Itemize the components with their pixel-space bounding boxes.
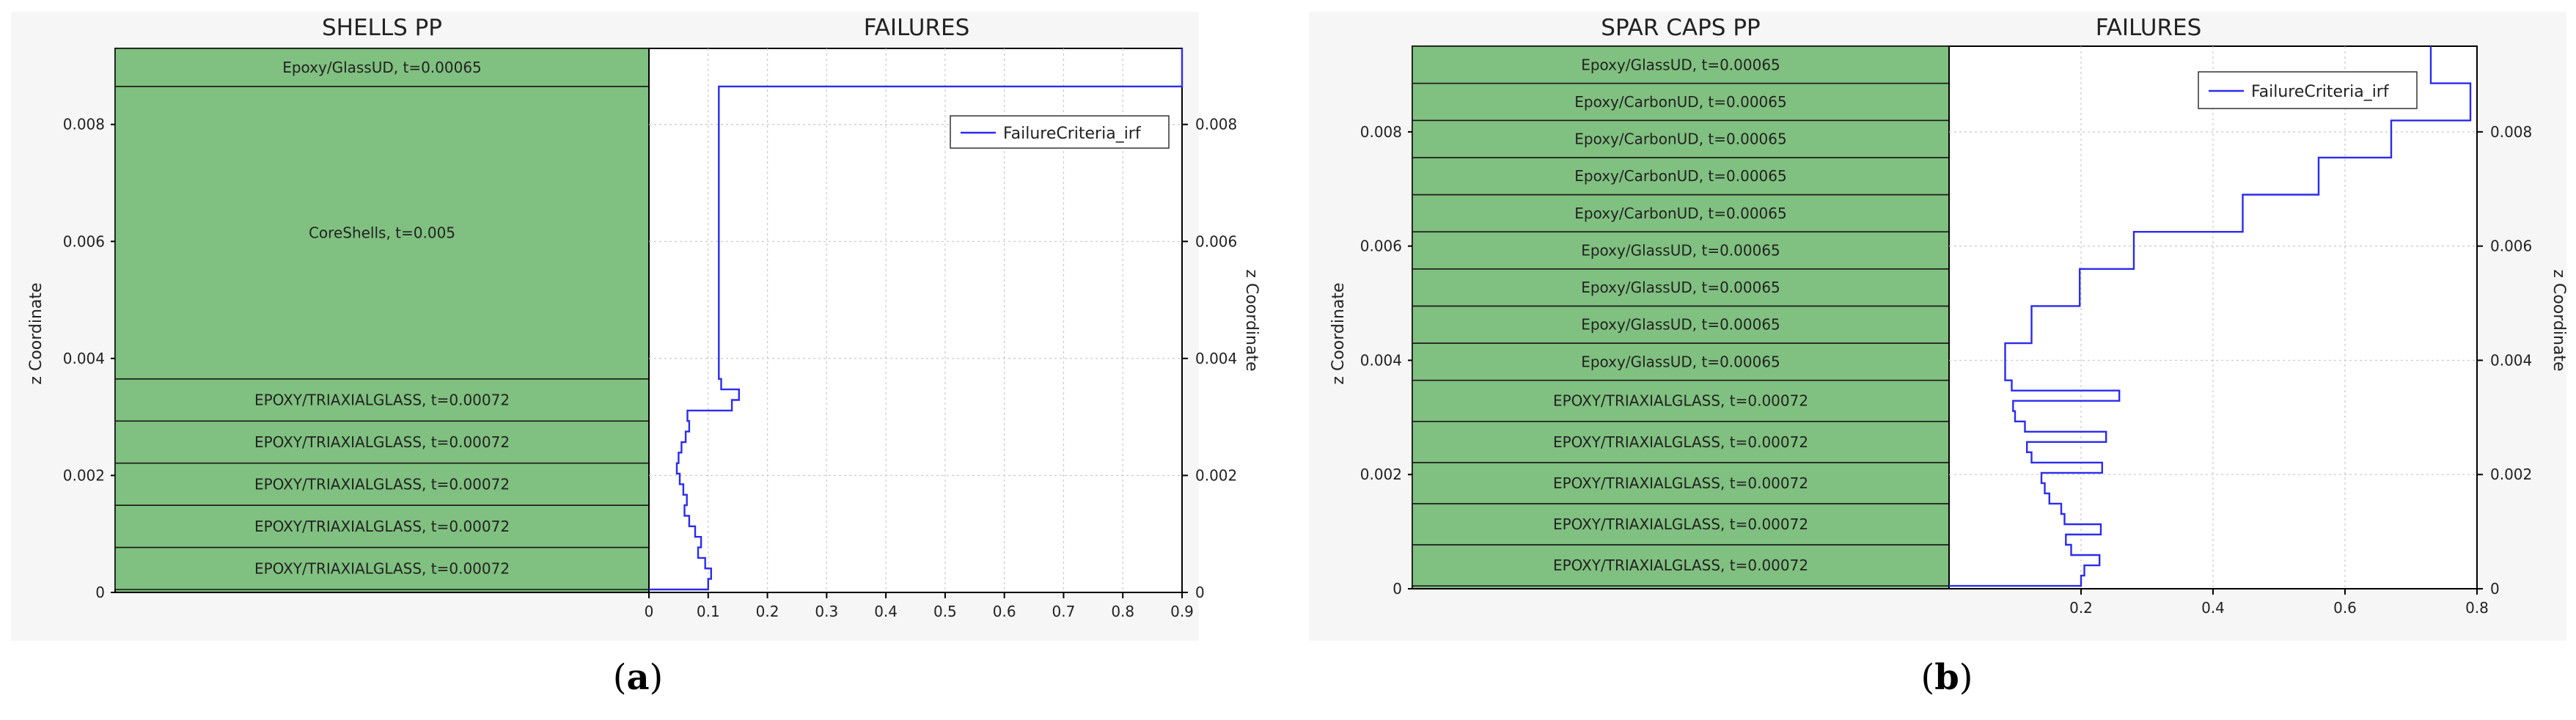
panel-b-xtick-label-2: 0.6 xyxy=(2333,599,2357,617)
panel-a-rtick-label-1: 0.002 xyxy=(1195,466,1237,484)
panel-b-caption-letter: b xyxy=(1934,657,1959,698)
panel-a-ply-7 xyxy=(114,48,650,87)
panel-b-ply-14 xyxy=(1412,45,1950,84)
panel-b-ply-10 xyxy=(1412,194,1950,232)
panel-b-ytick-label-3: 0.006 xyxy=(1360,238,1402,255)
panel-a-xtick-label-9: 0.9 xyxy=(1170,603,1194,620)
panel-a-xtick-label-4: 0.4 xyxy=(874,603,898,620)
panel-b-ply-9 xyxy=(1412,231,1950,270)
panel-a-xtick-label-1: 0.1 xyxy=(697,603,720,620)
panel-b-y-axis-label: z Coordinate xyxy=(1329,282,1348,384)
panel-a-ply-2 xyxy=(114,504,650,548)
panel-a-ply-5 xyxy=(114,378,650,422)
panel-a-caption-letter: a xyxy=(626,657,649,698)
panel-b-ply-label-4: EPOXY/TRIAXIALGLASS, t=0.00072 xyxy=(1553,433,1808,451)
panel-b-stack-title: SPAR CAPS PP xyxy=(1601,15,1760,41)
panel-a-ply-label-7: Epoxy/GlassUD, t=0.00065 xyxy=(282,59,482,76)
panel-a-plot: 0 0 0.002 0.002 0.004 0.004 0.006 0.006 0.008 0.0… xyxy=(63,48,1237,620)
panel-a-xtick-label-3: 0.3 xyxy=(815,603,838,620)
panel-b-ply-stack: EPOXY/TRIAXIALGLASS, t=0.00072 EPOXY/TRIA… xyxy=(1412,45,1950,589)
panel-a-series-1-line xyxy=(649,48,1184,591)
panel-a-ply-3 xyxy=(114,462,650,506)
panel-a-rtick-label-2: 0.004 xyxy=(1195,350,1237,367)
panel-b-ply-label-13: Epoxy/CarbonUD, t=0.00065 xyxy=(1574,93,1786,111)
panel-b-ytick-label-1: 0.002 xyxy=(1360,466,1402,483)
panel-a: SHELLS PP FAILURES z Coordinate z Coordi… xyxy=(11,12,1261,698)
panel-a-ytick-label-0: 0 xyxy=(95,584,105,601)
panel-a-xtick-label-0: 0 xyxy=(645,603,654,620)
panel-b-rtick-label-3: 0.006 xyxy=(2490,238,2532,255)
panel-a-ytick-label-3: 0.006 xyxy=(63,232,105,250)
panel-a-xtick-label-7: 0.7 xyxy=(1052,603,1076,620)
panel-b-ply-4 xyxy=(1412,420,1950,463)
panel-b-rtick-label-0: 0 xyxy=(2490,580,2500,598)
panel-b-ply-label-3: EPOXY/TRIAXIALGLASS, t=0.00072 xyxy=(1553,474,1808,492)
panel-a-xtick-label-6: 0.6 xyxy=(993,603,1016,620)
panel-b-caption: (b) xyxy=(1920,657,1973,698)
panel-a-ply-label-3: EPOXY/TRIAXIALGLASS, t=0.00072 xyxy=(254,475,510,493)
panel-a-y-axis-label: z Coordinate xyxy=(27,282,45,384)
panel-b-ply-label-11: Epoxy/CarbonUD, t=0.00065 xyxy=(1574,167,1786,185)
panel-b-xtick-label-0: 0.2 xyxy=(2069,599,2093,617)
panel-b-ply-label-5: EPOXY/TRIAXIALGLASS, t=0.00072 xyxy=(1553,392,1808,410)
panel-b-xtick-label-3: 0.8 xyxy=(2465,599,2489,617)
panel-b-legend-label: FailureCriteria_irf xyxy=(2251,83,2390,101)
panel-a-rtick-label-4: 0.008 xyxy=(1195,116,1237,133)
panel-b-ply-label-2: EPOXY/TRIAXIALGLASS, t=0.00072 xyxy=(1553,515,1808,533)
panel-a-legend: FailureCriteria_irf xyxy=(950,115,1170,149)
panel-b-ply-label-8: Epoxy/GlassUD, t=0.00065 xyxy=(1581,279,1780,296)
panel-b-ply-6 xyxy=(1412,342,1950,381)
panel-b-series-1-line xyxy=(1949,46,2472,587)
panel-b-plot: 0 0 0.002 0.002 0.004 0.004 0.006 0.006 0.008 0.0… xyxy=(1360,46,2532,617)
panel-b-ply-7 xyxy=(1412,305,1950,344)
panel-a-ply-4 xyxy=(114,420,650,464)
panel-a-ply-stack: EPOXY/TRIAXIALGLASS, t=0.00072 EPOXY/TRIA… xyxy=(114,48,650,593)
panel-b-ytick-label-4: 0.008 xyxy=(1360,123,1402,141)
panel-a-xtick-label-5: 0.5 xyxy=(933,603,957,620)
panel-a-rtick-label-0: 0 xyxy=(1195,584,1205,601)
panel-b-ply-11 xyxy=(1412,157,1950,196)
panel-b-rtick-label-2: 0.004 xyxy=(2490,351,2532,369)
panel-b-ytick-label-2: 0.004 xyxy=(1360,351,1402,369)
panel-b-ply-label-6: Epoxy/GlassUD, t=0.00065 xyxy=(1581,353,1780,370)
panel-a-rtick-label-3: 0.006 xyxy=(1195,232,1237,250)
panel-a-ply-6 xyxy=(114,86,650,380)
panel-a-ply-label-2: EPOXY/TRIAXIALGLASS, t=0.00072 xyxy=(254,518,510,535)
panel-b-rtick-label-4: 0.008 xyxy=(2490,123,2532,141)
panel-b-ply-3 xyxy=(1412,462,1950,504)
panel-b-rtick-label-1: 0.002 xyxy=(2490,466,2532,483)
panel-a-ytick-label-1: 0.002 xyxy=(63,466,105,484)
panel-a-plot-title: FAILURES xyxy=(864,15,970,41)
panel-a-caption: (a) xyxy=(613,657,664,698)
panel-b-ply-8 xyxy=(1412,268,1950,307)
panel-a-legend-label: FailureCriteria_irf xyxy=(1003,125,1142,143)
panel-b-ply-label-1: EPOXY/TRIAXIALGLASS, t=0.00072 xyxy=(1553,556,1808,574)
panel-a-right-y-axis-label: z Coordinate xyxy=(1242,269,1261,371)
panel-a-ply-label-1: EPOXY/TRIAXIALGLASS, t=0.00072 xyxy=(254,559,510,577)
panel-a-ply-label-6: CoreShells, t=0.005 xyxy=(309,224,455,241)
panel-a-ytick-label-2: 0.004 xyxy=(63,350,105,367)
panel-b-ply-label-9: Epoxy/GlassUD, t=0.00065 xyxy=(1581,241,1780,259)
panel-b: SPAR CAPS PP FAILURES z Coordinate z Coo… xyxy=(1309,12,2568,698)
panel-b-ply-label-7: Epoxy/GlassUD, t=0.00065 xyxy=(1581,316,1780,334)
panel-b-ply-13 xyxy=(1412,82,1950,122)
panel-b-ply-label-12: Epoxy/CarbonUD, t=0.00065 xyxy=(1574,131,1786,148)
panel-a-legend-box xyxy=(950,115,1170,149)
panel-b-plot-area xyxy=(1948,45,2478,589)
panel-a-xtick-label-2: 0.2 xyxy=(756,603,779,620)
panel-b-legend: FailureCriteria_irf xyxy=(2198,71,2418,109)
panel-a-xtick-label-8: 0.8 xyxy=(1111,603,1134,620)
panel-b-right-y-axis-label: z Coordinate xyxy=(2550,269,2568,371)
panel-b-ply-5 xyxy=(1412,379,1950,422)
panel-b-ytick-label-0: 0 xyxy=(1392,580,1402,598)
panel-a-stack-title: SHELLS PP xyxy=(322,15,442,41)
panel-a-ytick-label-4: 0.008 xyxy=(63,116,105,133)
panel-b-plot-title: FAILURES xyxy=(2096,15,2202,41)
panel-a-ply-label-4: EPOXY/TRIAXIALGLASS, t=0.00072 xyxy=(254,433,510,451)
panel-b-ply-label-14: Epoxy/GlassUD, t=0.00065 xyxy=(1581,56,1780,73)
panel-b-ply-label-10: Epoxy/CarbonUD, t=0.00065 xyxy=(1574,205,1786,222)
panel-a-ply-label-5: EPOXY/TRIAXIALGLASS, t=0.00072 xyxy=(254,392,510,409)
panel-b-xtick-label-1: 0.4 xyxy=(2201,599,2225,617)
